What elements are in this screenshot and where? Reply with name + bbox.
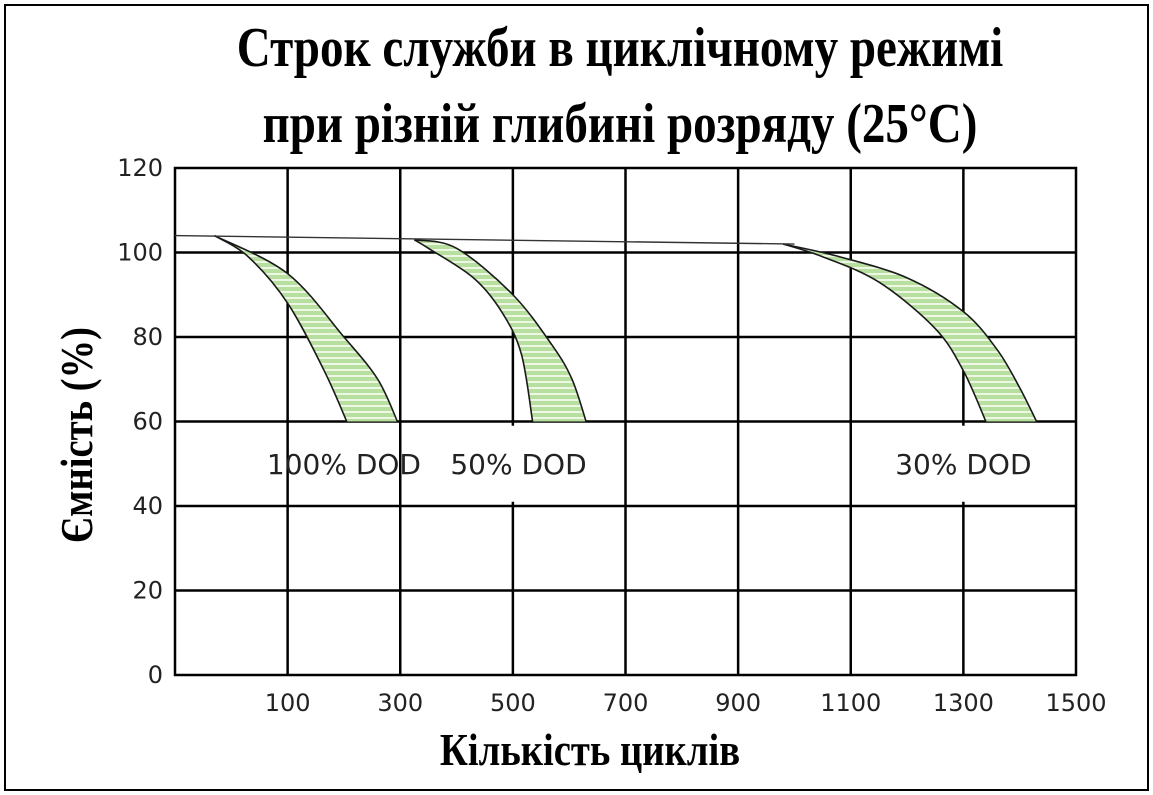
x-tick-label: 100 — [265, 689, 311, 717]
dod-label-bg — [289, 425, 399, 502]
y-tick-label: 60 — [132, 408, 163, 436]
x-tick-label: 900 — [715, 689, 761, 717]
y-tick-label: 0 — [148, 661, 163, 689]
y-tick-label: 100 — [117, 239, 163, 267]
x-tick-label: 300 — [377, 689, 423, 717]
dod-band-lower-edge — [413, 239, 534, 422]
dod-band-fill — [414, 239, 587, 422]
dod-band-lower-edge — [213, 234, 348, 422]
y-tick-label: 40 — [132, 492, 163, 520]
y-tick-label: 80 — [132, 323, 163, 351]
chart-title-line-1: Строк служби в циклічному режимі — [236, 17, 1004, 79]
x-tick-label: 700 — [603, 689, 649, 717]
dod-band-lower-edge — [782, 243, 987, 422]
initial-capacity-line — [174, 234, 795, 245]
x-tick-label: 1300 — [933, 689, 994, 717]
dod-band-upper-edge — [214, 234, 399, 422]
x-axis-label: Кількість циклів — [439, 724, 741, 775]
chart-frame — [4, 4, 1149, 791]
y-tick-label: 120 — [117, 154, 163, 182]
dod-band-fill — [214, 235, 398, 422]
series-label: 50% DOD — [450, 448, 586, 481]
x-tick-label: 500 — [490, 689, 536, 717]
dod-band-upper-edge — [782, 243, 1038, 422]
x-tick-label: 1500 — [1045, 689, 1106, 717]
x-tick-label: 1100 — [820, 689, 881, 717]
series-label: 100% DOD — [267, 448, 421, 481]
dod-band-upper-edge — [414, 239, 587, 422]
dod-label-bg — [401, 425, 624, 502]
dod-band-fill — [783, 244, 1037, 422]
dod-label-bg — [852, 425, 1075, 502]
y-tick-label: 20 — [132, 577, 163, 605]
chart-title-line-2: при різній глибині розряду (25°C) — [262, 93, 978, 155]
series-label: 30% DOD — [895, 448, 1031, 481]
